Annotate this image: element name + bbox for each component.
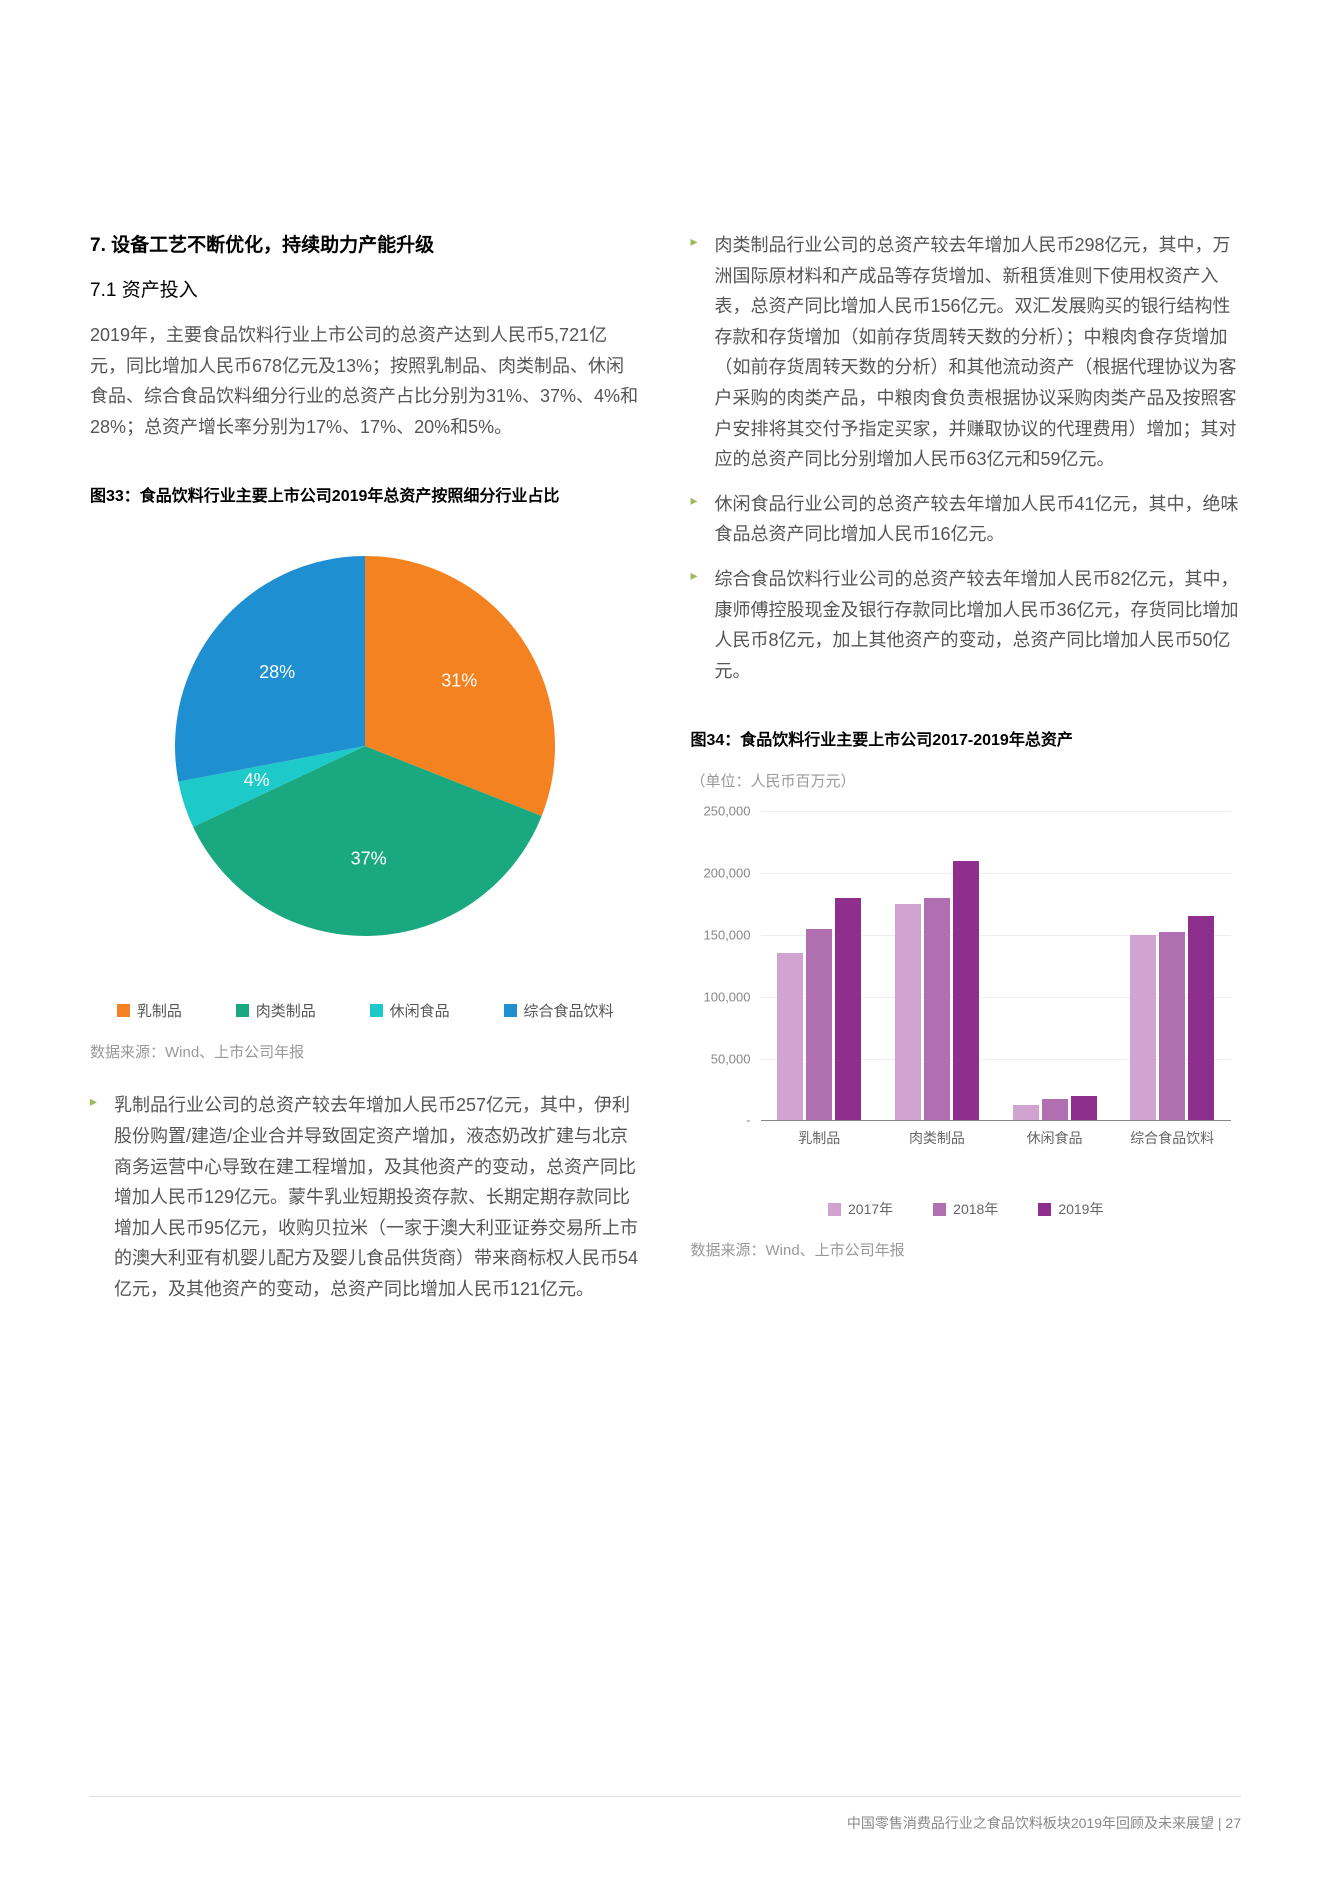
legend-swatch xyxy=(933,1203,946,1216)
bar xyxy=(1013,1105,1039,1120)
list-item: 综合食品饮料行业公司的总资产较去年增加人民币82亿元，其中，康师傅控股现金及银行… xyxy=(691,564,1242,686)
pie-slice-label: 4% xyxy=(244,770,270,790)
y-tick-label: - xyxy=(691,1113,751,1128)
bar-groups: 乳制品肉类制品休闲食品综合食品饮料 xyxy=(761,811,1232,1120)
bar-plot-area: -50,000100,000150,000200,000250,000乳制品肉类… xyxy=(761,811,1232,1121)
legend-item: 2018年 xyxy=(933,1199,998,1219)
legend-label: 2019年 xyxy=(1058,1199,1103,1219)
footer-divider xyxy=(90,1796,1241,1797)
bar-legend: 2017年 2018年 2019年 xyxy=(691,1199,1242,1219)
x-axis-label: 休闲食品 xyxy=(1027,1128,1083,1148)
legend-label: 2018年 xyxy=(953,1199,998,1219)
fig33-source: 数据来源：Wind、上市公司年报 xyxy=(90,1041,641,1062)
legend-swatch xyxy=(117,1004,130,1017)
y-tick-label: 200,000 xyxy=(691,866,751,881)
bar-group: 肉类制品 xyxy=(895,811,979,1120)
bar xyxy=(953,861,979,1121)
legend-item: 2019年 xyxy=(1038,1199,1103,1219)
fig34-title: 图34：食品饮料行业主要上市公司2017-2019年总资产 xyxy=(691,726,1242,750)
bar xyxy=(1159,932,1185,1120)
list-item: 肉类制品行业公司的总资产较去年增加人民币298亿元，其中，万洲国际原材料和产成品… xyxy=(691,230,1242,475)
section-title: 7. 设备工艺不断优化，持续助力产能升级 xyxy=(90,230,641,257)
subsection-title: 7.1 资产投入 xyxy=(90,275,641,302)
pie-chart-svg: 31% 37% 4% 28% xyxy=(145,526,585,966)
bar-group: 综合食品饮料 xyxy=(1130,811,1214,1120)
page-footer: 中国零售消费品行业之食品饮料板块2019年回顾及未来展望 | 27 xyxy=(847,1813,1241,1833)
bar xyxy=(924,898,950,1120)
legend-swatch xyxy=(828,1203,841,1216)
fig34-unit: （单位：人民币百万元） xyxy=(691,770,1242,791)
right-bullet-list: 肉类制品行业公司的总资产较去年增加人民币298亿元，其中，万洲国际原材料和产成品… xyxy=(691,230,1242,686)
bar xyxy=(1188,916,1214,1120)
pie-slice-label: 31% xyxy=(442,671,478,691)
left-bullet-list: 乳制品行业公司的总资产较去年增加人民币257亿元，其中，伊利股份购置/建造/企业… xyxy=(90,1090,641,1304)
legend-item: 乳制品 xyxy=(117,1000,182,1021)
y-tick-label: 50,000 xyxy=(691,1051,751,1066)
y-gridline xyxy=(761,1120,1232,1121)
fig33-pie-chart: 31% 37% 4% 28% 乳制品 肉类制品 休闲食品 综合食品饮料 xyxy=(90,526,641,1021)
legend-label: 肉类制品 xyxy=(256,1000,316,1021)
legend-swatch xyxy=(236,1004,249,1017)
right-column: 肉类制品行业公司的总资产较去年增加人民币298亿元，其中，万洲国际原材料和产成品… xyxy=(691,230,1242,1319)
bar xyxy=(835,898,861,1120)
legend-item: 肉类制品 xyxy=(236,1000,316,1021)
bar xyxy=(777,953,803,1120)
y-tick-label: 100,000 xyxy=(691,989,751,1004)
pie-slice-label: 28% xyxy=(259,662,295,682)
bar xyxy=(806,929,832,1121)
legend-label: 休闲食品 xyxy=(390,1000,450,1021)
bar xyxy=(1130,935,1156,1120)
left-column: 7. 设备工艺不断优化，持续助力产能升级 7.1 资产投入 2019年，主要食品… xyxy=(90,230,641,1319)
y-tick-label: 150,000 xyxy=(691,927,751,942)
bar xyxy=(895,904,921,1120)
fig34-source: 数据来源：Wind、上市公司年报 xyxy=(691,1239,1242,1260)
pie-slice-label: 37% xyxy=(351,849,387,869)
bar-group: 乳制品 xyxy=(777,811,861,1120)
legend-label: 综合食品饮料 xyxy=(524,1000,614,1021)
legend-swatch xyxy=(1038,1203,1051,1216)
legend-swatch xyxy=(504,1004,517,1017)
bar-group: 休闲食品 xyxy=(1013,811,1097,1120)
bar xyxy=(1042,1099,1068,1120)
pie-legend: 乳制品 肉类制品 休闲食品 综合食品饮料 xyxy=(90,1000,641,1021)
legend-item: 休闲食品 xyxy=(370,1000,450,1021)
legend-label: 乳制品 xyxy=(137,1000,182,1021)
legend-item: 2017年 xyxy=(828,1199,893,1219)
list-item: 休闲食品行业公司的总资产较去年增加人民币41亿元，其中，绝味食品总资产同比增加人… xyxy=(691,489,1242,550)
x-axis-label: 综合食品饮料 xyxy=(1130,1128,1214,1148)
legend-swatch xyxy=(370,1004,383,1017)
bar xyxy=(1071,1096,1097,1121)
fig34-bar-chart: -50,000100,000150,000200,000250,000乳制品肉类… xyxy=(691,801,1242,1181)
x-axis-label: 乳制品 xyxy=(798,1128,840,1148)
x-axis-label: 肉类制品 xyxy=(909,1128,965,1148)
fig33-title: 图33：食品饮料行业主要上市公司2019年总资产按照细分行业占比 xyxy=(90,482,641,506)
legend-item: 综合食品饮料 xyxy=(504,1000,614,1021)
legend-label: 2017年 xyxy=(848,1199,893,1219)
intro-paragraph: 2019年，主要食品饮料行业上市公司的总资产达到人民币5,721亿元，同比增加人… xyxy=(90,320,641,442)
y-tick-label: 250,000 xyxy=(691,804,751,819)
list-item: 乳制品行业公司的总资产较去年增加人民币257亿元，其中，伊利股份购置/建造/企业… xyxy=(90,1090,641,1304)
